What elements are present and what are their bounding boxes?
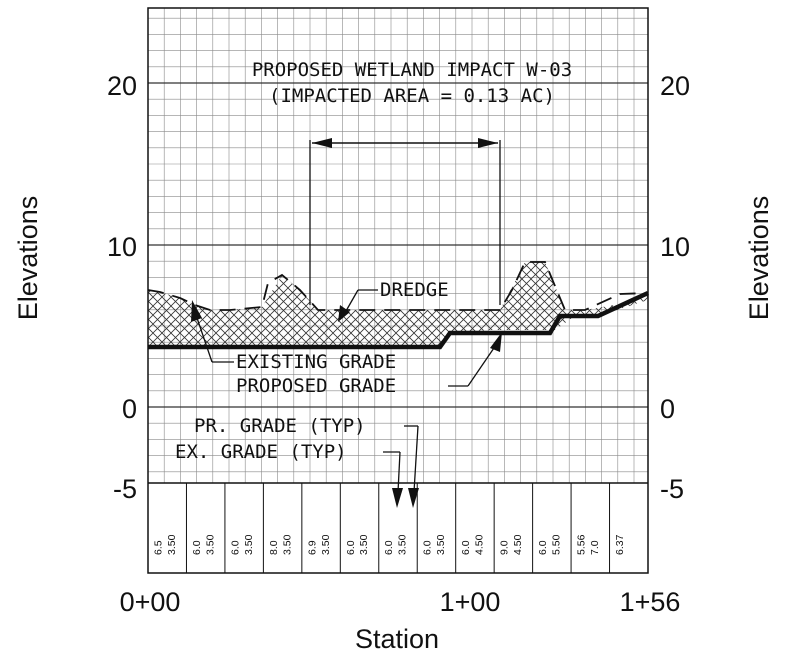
- table-cell-bottom: 3.50: [243, 534, 255, 555]
- proposed-grade-leader-diag: [467, 344, 497, 387]
- table-cell-bottom: 4.50: [474, 534, 486, 555]
- dredge-arrow: [338, 305, 350, 322]
- table-cell-top: 6.0: [460, 540, 472, 555]
- table-cell-top: 6.0: [229, 540, 241, 555]
- x-tick-0: 0+00: [120, 587, 181, 617]
- dredge-area: [148, 262, 648, 347]
- table-cell-top: 9.0: [499, 540, 511, 555]
- plot-grid: [147, 8, 648, 483]
- table-cell-bottom: 3.50: [281, 534, 293, 555]
- impact-area-subtitle: (IMPACTED AREA = 0.13 AC): [269, 85, 555, 107]
- table-cell-bottom: 4.50: [512, 534, 524, 555]
- existing-grade-line: [147, 261, 649, 311]
- impact-arrow-right: [478, 138, 498, 148]
- elevation-table: 6.5 3.50 6.0 3.50 6.0 3.50 8.0 3.50 6.9 3.50 6.0 3.…: [148, 482, 648, 573]
- existing-grade-leader-diag: [195, 314, 213, 363]
- y-tick-left-neg5: -5: [113, 474, 137, 504]
- ex-grade-typ-label: EX. GRADE (TYP): [175, 441, 347, 463]
- plot-frame: [147, 7, 649, 574]
- proposed-grade-label: PROPOSED GRADE: [236, 375, 396, 397]
- existing-grade-arrow: [191, 300, 202, 322]
- table-cell-top: 6.5: [152, 540, 164, 555]
- dredge-label: DREDGE: [380, 279, 449, 301]
- y-tick-left-20: 20: [107, 71, 137, 101]
- y-tick-right-0: 0: [660, 394, 675, 424]
- table-cell-top: 6.0: [383, 540, 395, 555]
- table-cell-top: 6.9: [306, 540, 318, 555]
- impact-title: PROPOSED WETLAND IMPACT W-03: [252, 59, 572, 81]
- table-cell-top: 6.0: [191, 540, 203, 555]
- table-cell-top: 8.0: [268, 540, 280, 555]
- table-cell-top: 6.0: [345, 540, 357, 555]
- table-cell-bottom: 3.50: [204, 534, 216, 555]
- table-cell-bottom: 3.50: [166, 534, 178, 555]
- table-cell-bottom: 3.50: [358, 534, 370, 555]
- table-cell-bottom: 5.50: [551, 534, 563, 555]
- table-cell-bottom: 7.0: [589, 540, 601, 555]
- pr-grade-arrow: [408, 488, 419, 508]
- y-tick-right-10: 10: [660, 232, 690, 262]
- y-axis-title-left: Elevations: [13, 196, 43, 321]
- ex-grade-leader-down: [397, 451, 401, 493]
- y-tick-left-0: 0: [122, 394, 137, 424]
- proposed-grade-arrow: [490, 332, 502, 352]
- impact-arrow-left: [312, 138, 332, 148]
- existing-grade-label: EXISTING GRADE: [236, 351, 396, 373]
- table-cell-top: 6.0: [422, 540, 434, 555]
- table-cell-bottom: 3.50: [397, 534, 409, 555]
- ex-grade-arrow: [392, 488, 403, 508]
- pr-grade-typ-label: PR. GRADE (TYP): [194, 415, 366, 437]
- y-tick-left-10: 10: [107, 232, 137, 262]
- pr-grade-leader-down: [413, 425, 419, 493]
- table-cell-bottom: 3.50: [435, 534, 447, 555]
- y-tick-right-neg5: -5: [660, 474, 684, 504]
- x-tick-156: 1+56: [620, 587, 681, 617]
- y-tick-right-20: 20: [660, 71, 690, 101]
- y-axis-title-right: Elevations: [744, 196, 774, 321]
- table-cell-top: 5.56: [576, 534, 588, 555]
- table-cell-top: 6.0: [537, 540, 549, 555]
- x-tick-100: 1+00: [440, 587, 501, 617]
- table-cell-top: 6.37: [614, 534, 626, 555]
- proposed-grade-line: [148, 290, 649, 350]
- table-cell-bottom: 3.50: [320, 534, 332, 555]
- x-axis-title: Station: [355, 624, 439, 654]
